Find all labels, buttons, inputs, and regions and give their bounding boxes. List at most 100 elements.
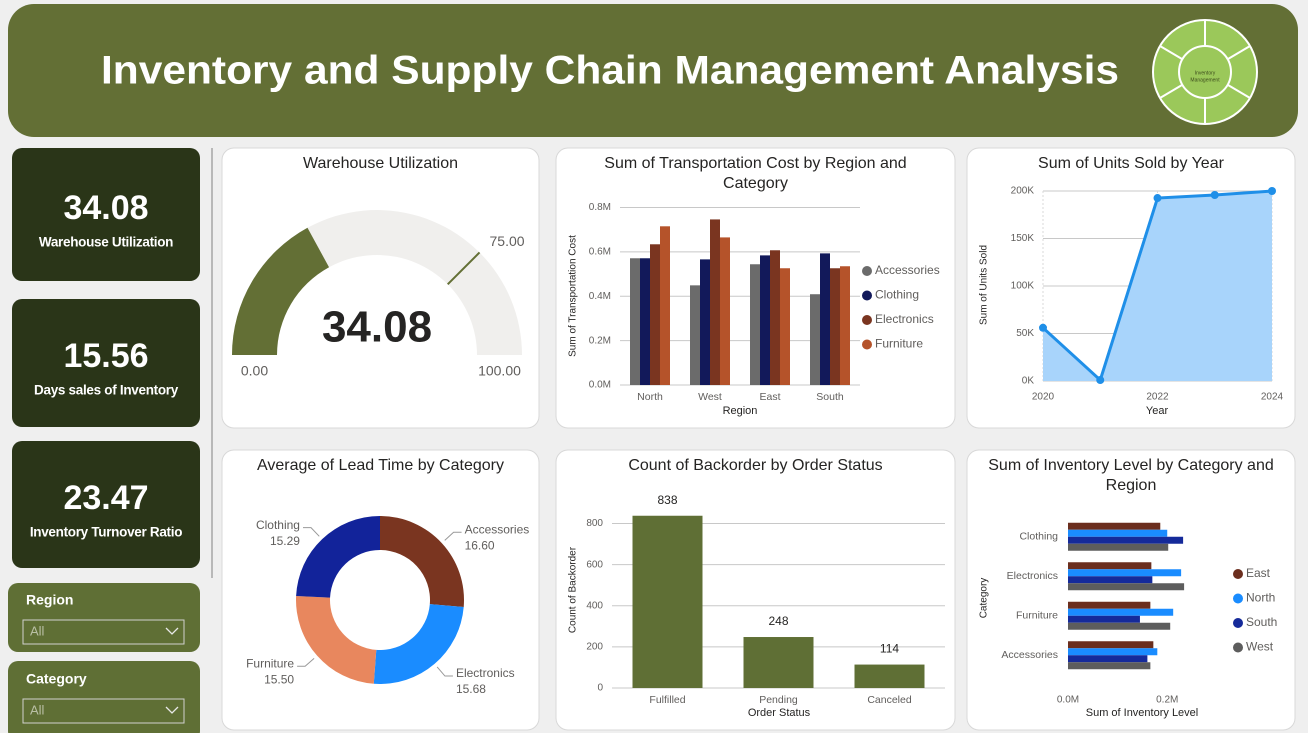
logo: Inventory Management — [1152, 19, 1258, 125]
bar — [690, 285, 700, 385]
y-axis-label: Sum of Transportation Cost — [568, 235, 579, 357]
marker — [1096, 376, 1105, 385]
leader-line — [302, 527, 320, 537]
bar — [632, 515, 703, 688]
kpi-card — [12, 299, 200, 427]
legend-label: Accessories — [875, 263, 940, 277]
x-axis-label: Sum of Inventory Level — [1086, 707, 1199, 719]
bar — [780, 268, 790, 385]
leader-line — [436, 666, 453, 677]
kpi-value: 23.47 — [63, 479, 148, 517]
gauge-value — [232, 227, 330, 355]
dropdown-value[interactable]: All — [30, 702, 45, 717]
chart-title: Warehouse Utilization — [302, 155, 459, 172]
y-tick-label: 0.6M — [589, 246, 611, 257]
bar — [1068, 536, 1184, 544]
marker — [1268, 187, 1276, 195]
bar — [1068, 662, 1151, 670]
y-tick-label: 100K — [1011, 281, 1035, 292]
chart-title: Count of Backorder by Order Status — [628, 457, 883, 474]
legend-swatch — [1233, 618, 1243, 628]
panel — [221, 147, 540, 429]
chart-title: Average of Lead Time by Category — [257, 457, 504, 474]
y-tick-label: 600 — [586, 559, 603, 570]
y-tick-label: 0.4M — [589, 291, 611, 302]
bar — [1068, 655, 1148, 663]
bar — [710, 219, 720, 385]
y-tick-label: 200 — [586, 642, 603, 653]
header-banner — [8, 4, 1298, 137]
dropdown-box[interactable] — [22, 619, 185, 645]
x-tick-label: East — [759, 391, 780, 403]
bar — [1068, 562, 1152, 570]
leader-line — [297, 657, 315, 667]
slice-label: Electronics — [456, 666, 515, 680]
bar — [1068, 543, 1169, 551]
kpi-value: 15.56 — [63, 337, 148, 375]
legend-label: Clothing — [875, 288, 919, 302]
bar — [700, 259, 710, 385]
slicer-dropdown[interactable]: All — [22, 619, 185, 645]
bar — [770, 250, 780, 385]
slice-label: Furniture — [246, 656, 294, 670]
logo-text: Management — [1190, 77, 1220, 83]
x-tick-label: 2022 — [1146, 392, 1169, 403]
legend-swatch — [862, 339, 872, 350]
x-tick-label: 0.0M — [1057, 695, 1079, 706]
leader-line — [444, 531, 462, 541]
x-axis-label: Region — [723, 405, 758, 417]
kpi-label: Warehouse Utilization — [39, 235, 173, 250]
slice-label: Accessories — [465, 522, 530, 536]
legend-swatch — [862, 266, 872, 276]
chevron[interactable] — [165, 627, 179, 635]
chart-title: Sum of Inventory Level by Category and R… — [988, 457, 1274, 494]
bar — [1068, 522, 1161, 530]
dropdown-box[interactable] — [22, 698, 185, 724]
gauge-value-label: 34.08 — [322, 303, 432, 352]
y-tick-label: Clothing — [1019, 531, 1058, 543]
bar — [1068, 622, 1171, 630]
kpi-label: Days sales of Inventory — [34, 383, 179, 398]
bar — [630, 258, 640, 385]
logo-text: Inventory — [1195, 70, 1216, 76]
x-tick-label: Canceled — [867, 694, 912, 706]
gauge-target-label: 75.00 — [490, 233, 525, 249]
slicer-dropdown[interactable]: All — [22, 698, 185, 724]
bar — [1068, 641, 1154, 649]
slice-value: 15.68 — [456, 682, 486, 696]
legend-label: South — [1246, 615, 1277, 629]
area — [1043, 191, 1272, 381]
logo-center — [1178, 45, 1232, 99]
data-label: 248 — [768, 614, 788, 628]
chevron[interactable] — [165, 706, 179, 714]
donut-slice — [380, 516, 464, 607]
y-tick-label: 50K — [1016, 328, 1034, 339]
data-label: 114 — [880, 642, 899, 656]
slicer-card — [8, 661, 200, 733]
gauge-target — [447, 251, 481, 285]
bar — [840, 266, 850, 385]
x-tick-label: 0.2M — [1156, 695, 1178, 706]
bar — [760, 255, 770, 385]
bar — [1068, 529, 1168, 537]
donut-slice — [373, 604, 464, 684]
legend-swatch — [1233, 593, 1243, 604]
x-tick-label: North — [637, 391, 663, 403]
legend-label: Electronics — [875, 312, 934, 326]
bar — [1068, 576, 1153, 584]
y-tick-label: 0.2M — [589, 335, 611, 346]
dropdown-value[interactable]: All — [30, 623, 45, 638]
kpi-card — [12, 441, 200, 568]
bar — [750, 264, 760, 385]
y-tick-label: 400 — [586, 600, 603, 611]
slicer-label: Category — [26, 671, 87, 687]
page-title: Inventory and Supply Chain Management An… — [101, 49, 1119, 93]
bar — [1068, 648, 1158, 656]
bar — [743, 637, 814, 688]
legend-swatch — [862, 290, 872, 301]
y-tick-label: Furniture — [1016, 610, 1058, 622]
donut-slice — [296, 516, 380, 598]
x-tick-label: West — [698, 391, 722, 403]
x-tick-label: Pending — [759, 694, 798, 706]
